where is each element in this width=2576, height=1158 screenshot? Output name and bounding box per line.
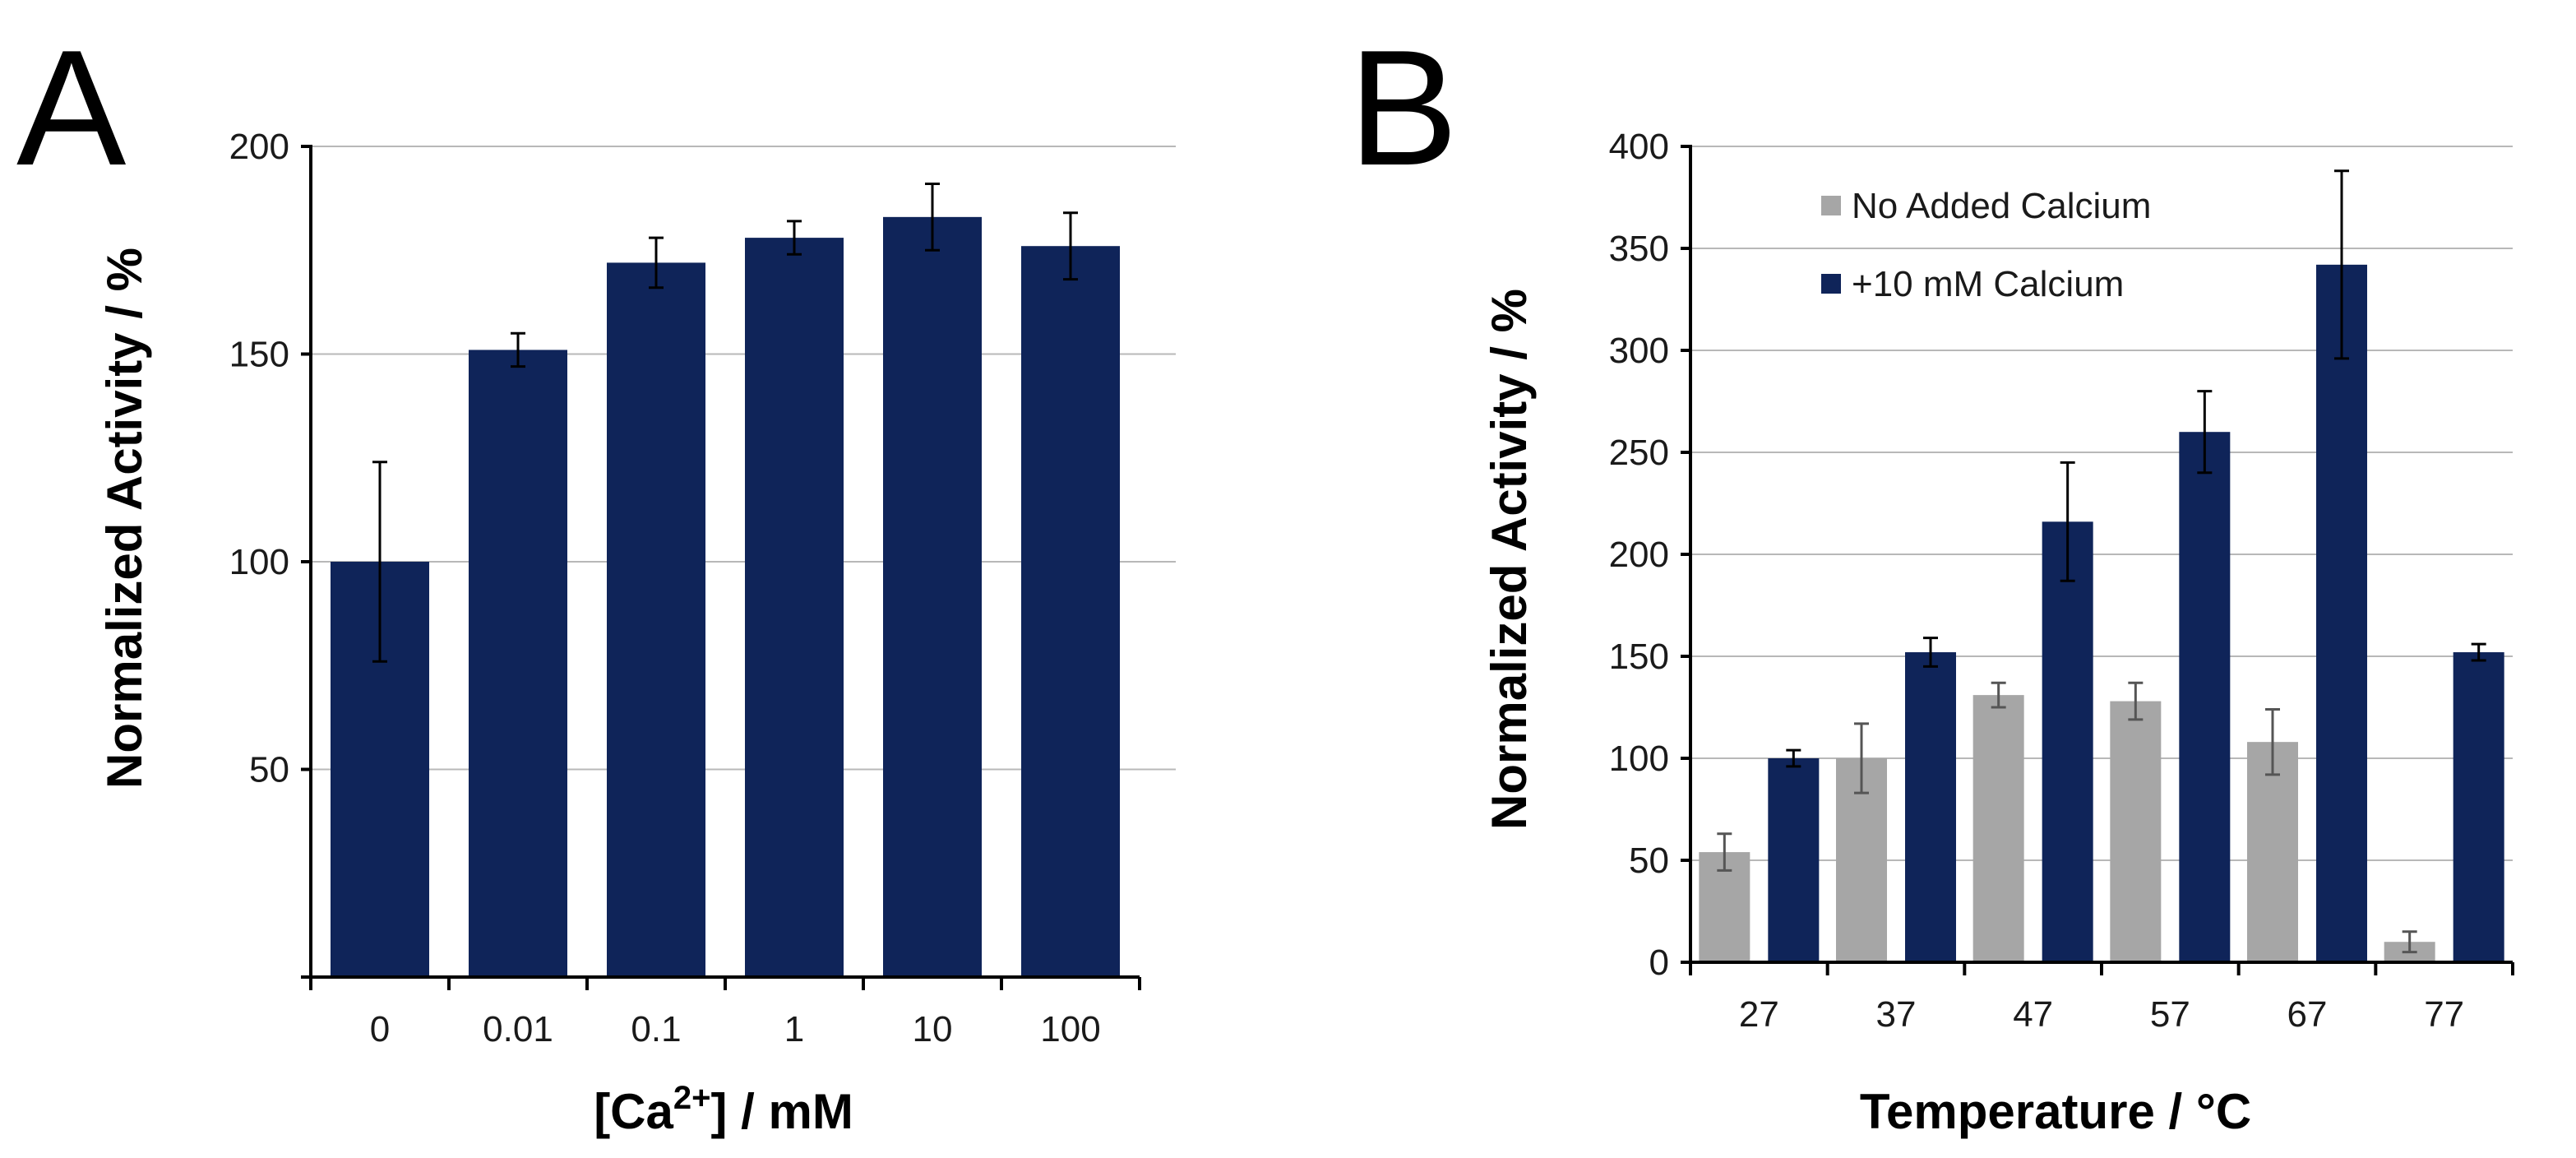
y-tick-label: 300 — [1609, 331, 1669, 371]
bar-no-added-calcium-57 — [2110, 701, 2162, 962]
panel-b-bars — [1699, 264, 2504, 963]
error-bar — [787, 220, 802, 256]
error-bar — [2128, 681, 2144, 721]
panel-a-x-tick-labels: 0 0.01 0.1 1 10 100 — [370, 1009, 1101, 1049]
x-tick-label: 47 — [2013, 994, 2053, 1035]
bar-no-added-calcium-67 — [2247, 742, 2298, 962]
error-bar — [1923, 637, 1938, 668]
panel-b-axes — [1681, 145, 2514, 975]
panel-b-x-tick-labels: 27 37 47 57 67 77 — [1739, 994, 2464, 1035]
panel-a-axes — [301, 145, 1141, 990]
panel-b-y-tick-labels: 0 50 100 150 200 250 300 350 400 — [1609, 127, 1669, 983]
y-tick-label: 200 — [1609, 535, 1669, 575]
bar-10-mm-calcium-27 — [1768, 758, 1820, 962]
panel-a-letter: A — [16, 16, 127, 200]
bar-10-mm-calcium-37 — [1905, 652, 1956, 962]
bar-10-mm-calcium-67 — [2316, 264, 2367, 963]
panel-b-error-bars — [1717, 169, 2486, 954]
bar-10-mm-calcium-77 — [2453, 652, 2504, 962]
bar-no-added-calcium-47 — [1972, 695, 2024, 962]
error-bar — [649, 236, 664, 290]
x-tick-label: 37 — [1876, 994, 1917, 1035]
y-tick-label: 350 — [1609, 229, 1669, 269]
error-bar — [1786, 748, 1801, 768]
legend-swatch-plus-10mm-calcium — [1821, 274, 1841, 294]
panel-a-y-axis-label: Normalized Activity / % — [97, 248, 152, 789]
y-tick-label: 200 — [229, 127, 289, 167]
error-bar — [2265, 707, 2280, 776]
x-tick-label: 0.01 — [483, 1009, 553, 1049]
x-tick-label: 1 — [784, 1009, 804, 1049]
error-bar — [1854, 722, 1869, 794]
panel-a-error-bars — [372, 182, 1078, 663]
legend-label-no-added-calcium: No Added Calcium — [1852, 186, 2151, 226]
error-bar — [511, 331, 525, 368]
error-bar — [1063, 211, 1078, 281]
y-tick-label: 100 — [1609, 739, 1669, 779]
legend-label-plus-10mm-calcium: +10 mM Calcium — [1852, 264, 2124, 304]
y-tick-label: 150 — [1609, 637, 1669, 677]
x-tick-label: 0.1 — [631, 1009, 681, 1049]
x-tick-label: 10 — [913, 1009, 953, 1049]
x-tick-label: 77 — [2424, 994, 2464, 1035]
x-tick-label: 67 — [2287, 994, 2328, 1035]
panel-a-x-axis-label-main: [Ca — [594, 1084, 673, 1139]
error-bar — [925, 182, 940, 252]
bar-10-mm-calcium-57 — [2179, 432, 2231, 962]
error-bar — [1991, 681, 2006, 709]
error-bar — [2402, 930, 2417, 954]
y-tick-label: 150 — [229, 335, 289, 375]
y-tick-label: 50 — [249, 750, 289, 790]
panel-b-gridlines — [1690, 146, 2513, 861]
panel-b-letter: B — [1348, 16, 1458, 200]
panel-a-x-axis-label-sup: 2+ — [673, 1080, 711, 1116]
y-tick-label: 250 — [1609, 433, 1669, 473]
panel-a-x-axis-label: [Ca2+] / mM — [594, 1080, 853, 1139]
panel-a: A 50 100 150 200 0 0.01 0.1 1 10 100 Normalized … — [16, 16, 1176, 1139]
bar-activity-10 — [883, 216, 982, 978]
bar-activity-0_01 — [469, 350, 567, 977]
error-bar — [2334, 169, 2349, 360]
bar-activity-1 — [745, 238, 844, 978]
panel-b-x-axis-label: Temperature / °C — [1860, 1084, 2251, 1139]
bar-activity-0_1 — [607, 262, 705, 977]
bar-10-mm-calcium-47 — [2042, 521, 2093, 962]
x-tick-label: 0 — [370, 1009, 390, 1049]
error-bar — [2197, 390, 2213, 475]
panel-b-legend: No Added Calcium +10 mM Calcium — [1821, 186, 2151, 304]
x-tick-label: 27 — [1739, 994, 1779, 1035]
error-bar — [2471, 642, 2486, 662]
y-tick-label: 100 — [229, 542, 289, 582]
y-tick-label: 0 — [1649, 943, 1669, 983]
error-bar — [1717, 832, 1732, 872]
legend-swatch-no-added-calcium — [1821, 196, 1841, 215]
x-tick-label: 57 — [2150, 994, 2190, 1035]
panel-a-y-tick-labels: 50 100 150 200 — [229, 127, 289, 790]
x-tick-label: 100 — [1040, 1009, 1100, 1049]
y-tick-label: 400 — [1609, 127, 1669, 167]
bar-activity-100 — [1021, 246, 1120, 977]
error-bar — [2060, 461, 2075, 582]
panel-b-y-axis-label: Normalized Activity / % — [1482, 289, 1537, 830]
error-bar — [372, 461, 387, 663]
panel-a-x-axis-label-rest: ] / mM — [710, 1084, 853, 1139]
y-tick-label: 50 — [1629, 841, 1669, 881]
